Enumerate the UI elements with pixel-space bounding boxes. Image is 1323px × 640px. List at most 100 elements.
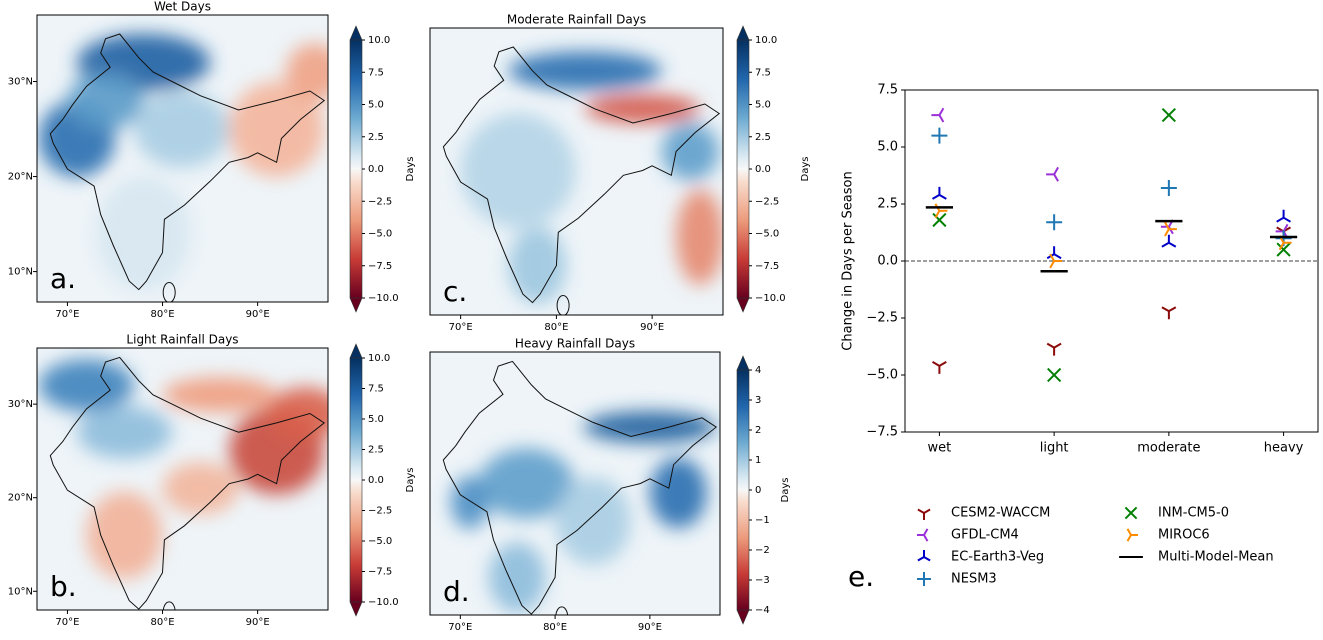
x-tick-label: 80°E [543, 622, 567, 633]
marker [1161, 107, 1176, 123]
x-tick-label: 80°E [544, 322, 568, 333]
colorbar-tick-label: −10.0 [368, 293, 399, 304]
map-shading-blob [229, 81, 325, 177]
colorbar-tick-label: 4 [755, 365, 761, 376]
map-shading-blob [649, 457, 707, 528]
colorbar-tick-label: 2.5 [368, 132, 384, 143]
colorbar-tick-label: 1 [755, 455, 761, 466]
map-shading-blob [134, 90, 230, 168]
y-tick-label: 2.5 [877, 197, 898, 212]
map-shading-blob [488, 542, 546, 613]
marker [1161, 234, 1177, 248]
marker [1164, 221, 1177, 237]
y-tick-label: −2.5 [866, 311, 898, 326]
x-tick-label: heavy [1264, 441, 1304, 456]
marker [931, 127, 948, 144]
map-frame [36, 14, 329, 303]
colorbar-tick-label: 5.0 [755, 100, 771, 111]
map-shading-blob [67, 71, 144, 130]
colorbar-tick-label: −10.0 [755, 293, 786, 304]
x-tick-label: moderate [1137, 441, 1200, 456]
marker [1161, 306, 1177, 320]
panel-label: b. [50, 570, 77, 603]
map-shading-blob [86, 491, 163, 579]
y-tick-label: 10°N [8, 267, 33, 278]
map-field [37, 348, 328, 610]
coastline [442, 360, 718, 615]
y-tick-label: 30°N [8, 399, 33, 410]
legend-label: INM-CM5-0 [1158, 506, 1229, 521]
map-shading-blob [450, 475, 489, 529]
colorbar-tick-label: 7.5 [368, 384, 384, 395]
y-tick-label: 30°N [8, 77, 33, 88]
map-shading-blob [508, 227, 566, 304]
colorbar-tick-label: 2.5 [368, 445, 384, 456]
y-axis-label: Change in Days per Season [841, 171, 856, 350]
legend-marker [917, 528, 929, 542]
map-shading-blob [661, 122, 720, 181]
map-shading-blob [162, 377, 277, 413]
legend-label: NESM3 [951, 572, 997, 587]
map-shading-blob [267, 387, 328, 440]
y-tick-label: 7.5 [877, 83, 898, 98]
x-tick-label: 90°E [638, 622, 662, 633]
x-tick-label: wet [928, 441, 952, 456]
colorbar-tick-label: −5.0 [368, 536, 392, 547]
panel-label: d. [443, 575, 470, 608]
map-shading-blob [508, 51, 662, 90]
marker [1160, 180, 1177, 197]
y-tick-label: −5.0 [866, 368, 898, 383]
coastline [556, 294, 570, 315]
map-shading-blob [460, 113, 576, 228]
y-tick-label: 10°N [8, 586, 33, 597]
colorbar-tick-label: 10.0 [755, 35, 777, 46]
x-tick-label: 80°E [151, 617, 175, 628]
marker [1046, 166, 1059, 182]
map-frame [429, 351, 721, 616]
x-tick-label: light [1040, 441, 1069, 456]
marker [1046, 246, 1062, 260]
coastline [162, 281, 176, 302]
colorbar [349, 39, 363, 299]
map-shading-blob [286, 43, 328, 101]
coastline [162, 601, 176, 610]
colorbar [736, 39, 750, 299]
colorbar-extend [349, 297, 363, 313]
legend-marker [917, 508, 931, 520]
marker [932, 212, 947, 228]
marker [1046, 214, 1063, 231]
legend-marker [1126, 528, 1138, 542]
colorbar-tick-label: 5.0 [368, 414, 384, 425]
colorbar-tick-label: 7.5 [755, 67, 771, 78]
legend-label: Multi-Model-Mean [1158, 550, 1274, 565]
map-shading-blob [38, 359, 134, 412]
colorbar-tick-label: −5.0 [368, 229, 392, 240]
marker [1049, 253, 1063, 269]
colorbar-tick-label: −2.5 [755, 196, 779, 207]
colorbar-tick-label: 0 [755, 485, 761, 496]
x-tick-label: 90°E [246, 617, 270, 628]
colorbar-tick-label: 2 [755, 425, 761, 436]
colorbar-label: Days [405, 468, 416, 493]
colorbar-tick-label: 7.5 [368, 67, 384, 78]
x-tick-label: 90°E [640, 322, 664, 333]
x-tick-label: 70°E [55, 309, 79, 320]
colorbar-extend [736, 609, 750, 625]
colorbar-tick-label: 2.5 [755, 132, 771, 143]
map-title: Wet Days [154, 0, 211, 14]
x-tick-label: 70°E [55, 617, 79, 628]
colorbar-tick-label: −1 [755, 515, 770, 526]
map-shading [38, 33, 328, 291]
map-shading-blob [479, 448, 575, 519]
x-tick-label: 70°E [448, 622, 472, 633]
colorbar-tick-label: 0.0 [368, 475, 384, 486]
marker [934, 203, 948, 219]
colorbar-tick-label: −7.5 [755, 261, 779, 272]
y-tick-label: −7.5 [866, 425, 898, 440]
map-shading [450, 411, 717, 613]
y-tick-label: 5.0 [877, 140, 898, 155]
colorbar-tick-label: −7.5 [368, 567, 392, 578]
map-shading-blob [162, 462, 239, 515]
legend-marker [1124, 506, 1138, 520]
colorbar-extend [736, 355, 750, 371]
